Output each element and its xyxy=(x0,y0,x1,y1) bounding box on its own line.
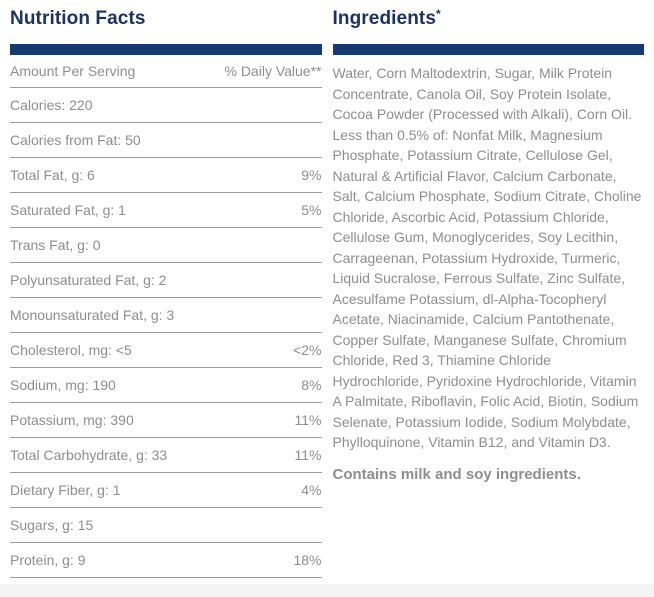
nutrient-label: Calories: 220 xyxy=(10,97,93,113)
allergen-note: Contains milk and soy ingredients. xyxy=(332,465,581,483)
table-row: Total Fat, g: 6 9% xyxy=(10,158,322,193)
nutrient-label: Monounsaturated Fat, g: 3 xyxy=(10,307,175,323)
table-row: Protein, g: 9 18% xyxy=(10,543,322,578)
table-row: Dietary Fiber, g: 1 4% xyxy=(10,473,322,508)
nutrient-daily-value: 9% xyxy=(301,167,322,183)
ingredients-list-text: Water, Corn Maltodextrin, Sugar, Milk Pr… xyxy=(332,65,642,450)
daily-value-header: % Daily Value** xyxy=(224,63,322,79)
table-row: Sugars, g: 15 xyxy=(10,508,322,543)
ingredients-asterisk: * xyxy=(436,7,441,21)
nutrient-daily-value: 18% xyxy=(293,552,322,568)
table-row: Polyunsaturated Fat, g: 2 xyxy=(10,263,322,298)
ingredients-title: Ingredients* xyxy=(333,8,645,30)
nutrient-daily-value: 8% xyxy=(301,377,322,393)
ingredients-title-text: Ingredients xyxy=(332,8,437,29)
nutrition-facts-table: Amount Per Serving % Daily Value** Calor… xyxy=(10,55,322,578)
nutrient-label: Sodium, mg: 190 xyxy=(10,377,116,393)
nutrient-label: Saturated Fat, g: 1 xyxy=(10,202,126,218)
nutrient-label: Polyunsaturated Fat, g: 2 xyxy=(10,272,167,288)
table-header-row: Amount Per Serving % Daily Value** xyxy=(10,55,322,88)
nutrient-label: Calories from Fat: 50 xyxy=(10,132,141,148)
nutrient-daily-value: 5% xyxy=(301,202,322,218)
table-row: Potassium, mg: 390 11% xyxy=(10,403,322,438)
ingredients-divider-bar xyxy=(332,44,644,55)
nutrition-info-panel: Nutrition Facts Amount Per Serving % Dai… xyxy=(10,0,644,578)
nutrient-label: Sugars, g: 15 xyxy=(10,517,94,533)
table-row: Calories from Fat: 50 xyxy=(10,123,322,158)
ingredients-column: Ingredients* Water, Corn Maltodextrin, S… xyxy=(332,0,645,578)
nutrient-label: Trans Fat, g: 0 xyxy=(10,237,101,253)
table-row: Total Carbohydrate, g: 33 11% xyxy=(10,438,322,473)
nutrient-label: Total Carbohydrate, g: 33 xyxy=(10,447,168,463)
nutrient-daily-value: 11% xyxy=(294,412,322,428)
amount-per-serving-header: Amount Per Serving xyxy=(10,63,136,79)
nutrient-label: Potassium, mg: 390 xyxy=(10,412,134,428)
nutrition-facts-column: Nutrition Facts Amount Per Serving % Dai… xyxy=(10,0,322,578)
table-row: Calories: 220 xyxy=(10,88,322,123)
nutrient-daily-value: 4% xyxy=(301,482,322,498)
table-row: Saturated Fat, g: 1 5% xyxy=(10,193,322,228)
nutrient-daily-value: <2% xyxy=(293,342,322,358)
table-row: Monounsaturated Fat, g: 3 xyxy=(10,298,322,333)
nutrient-label: Dietary Fiber, g: 1 xyxy=(10,482,121,498)
table-row: Cholesterol, mg: <5 <2% xyxy=(10,333,322,368)
nutrition-facts-divider-bar xyxy=(10,44,322,55)
nutrition-facts-title: Nutrition Facts xyxy=(10,8,146,29)
nutrient-label: Cholesterol, mg: <5 xyxy=(10,342,132,358)
nutrient-label: Total Fat, g: 6 xyxy=(10,167,95,183)
nutrient-daily-value: 11% xyxy=(294,447,322,463)
table-row: Sodium, mg: 190 8% xyxy=(10,368,322,403)
nutrient-label: Protein, g: 9 xyxy=(10,552,86,568)
table-row: Trans Fat, g: 0 xyxy=(10,228,322,263)
bottom-section-edge xyxy=(0,584,654,597)
